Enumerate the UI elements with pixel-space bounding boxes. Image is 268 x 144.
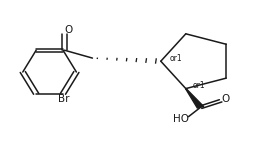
- Text: O: O: [65, 25, 73, 35]
- Text: or1: or1: [169, 54, 182, 63]
- Text: O: O: [221, 94, 229, 104]
- Text: or1: or1: [192, 81, 205, 90]
- Text: Br: Br: [58, 94, 69, 104]
- Text: HO: HO: [173, 114, 189, 124]
- Polygon shape: [185, 89, 204, 108]
